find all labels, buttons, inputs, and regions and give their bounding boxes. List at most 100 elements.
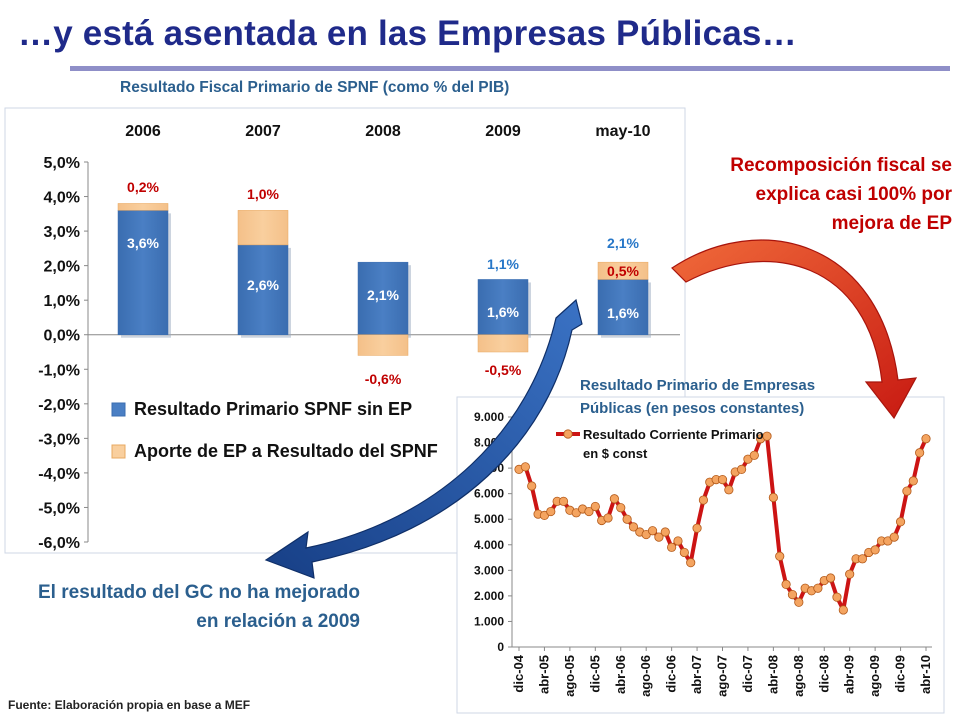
data-point <box>889 532 899 542</box>
y-tick-label: 3,0% <box>44 224 80 241</box>
x-tick-label: ago-06 <box>638 655 653 697</box>
data-point <box>762 431 772 441</box>
x-tick-label: abr-10 <box>918 655 933 694</box>
data-point <box>794 597 804 607</box>
y-tick-label: 4,0% <box>44 190 80 207</box>
bar-sin-ep-label: 3,6% <box>127 235 159 251</box>
y-tick-label: 7.000 <box>474 461 504 475</box>
data-point <box>787 590 798 600</box>
line-chart: 0 1.000 2.000 3.000 4.000 5.000 6.000 7.000 8.00… <box>456 396 945 714</box>
note-ep-recomposition: Recomposición fiscal se explica casi 100… <box>730 155 952 234</box>
x-tick-label: dic-07 <box>740 655 755 693</box>
bar-ep-label: 1,0% <box>247 186 279 202</box>
data-point <box>616 503 626 513</box>
bar-ep-label: -0,5% <box>485 362 522 378</box>
bar-sin-ep <box>117 210 169 335</box>
x-tick-label: dic-08 <box>816 655 831 693</box>
data-point <box>870 545 880 555</box>
data-point <box>832 592 842 602</box>
data-point <box>908 476 918 486</box>
y-tick-label: 4.000 <box>474 538 504 552</box>
category-label: 2007 <box>245 123 281 140</box>
y-tick-label: -4,0% <box>38 466 80 483</box>
y-tick-label: 9.000 <box>474 410 504 424</box>
data-point <box>673 536 683 546</box>
x-tick-label: dic-05 <box>587 655 602 693</box>
line-chart-title: Resultado Primario de Empresas Públicas … <box>580 374 880 420</box>
bar-ep <box>117 203 169 211</box>
data-point <box>736 464 747 474</box>
slide-title: …y está asentada en las Empresas Pública… <box>18 14 797 53</box>
legend-label: Resultado Primario SPNF sin EP <box>134 399 412 419</box>
bar-total-label: 2,1% <box>607 235 639 251</box>
data-point <box>717 475 728 485</box>
x-tick-label: ago-08 <box>791 655 806 697</box>
data-point <box>921 434 931 444</box>
category-label: 2006 <box>125 123 161 140</box>
bar-ep-label: -0,6% <box>365 371 402 387</box>
data-point <box>609 494 619 504</box>
data-point <box>584 506 594 517</box>
data-point <box>724 485 734 495</box>
category-label: may-10 <box>595 123 650 140</box>
data-point <box>686 558 696 568</box>
source-footer: Fuente: Elaboración propia en base a MEF <box>8 698 251 712</box>
x-tick-label: abr-05 <box>536 655 551 694</box>
category-label: 2008 <box>365 123 401 140</box>
x-tick-label: ago-07 <box>715 655 730 697</box>
x-tick-label: ago-09 <box>867 655 882 697</box>
bar-sin-ep-label: 1,6% <box>607 305 639 321</box>
data-point <box>838 605 848 615</box>
y-tick-label: -1,0% <box>38 362 80 379</box>
data-point <box>857 554 868 564</box>
y-tick-label: 2,0% <box>44 259 80 276</box>
data-point <box>775 551 785 561</box>
x-tick-label: dic-06 <box>664 655 679 693</box>
data-point <box>520 462 530 472</box>
data-point <box>915 448 925 458</box>
data-point <box>546 506 556 517</box>
bar-total-label: 1,1% <box>487 256 519 272</box>
x-tick-label: ago-05 <box>562 655 577 697</box>
data-point <box>558 496 569 506</box>
bar-chart-title: Resultado Fiscal Primario de SPNF (como … <box>120 79 510 96</box>
y-tick-label: 2.000 <box>474 589 504 603</box>
bar-ep <box>597 261 649 280</box>
y-tick-label: -2,0% <box>38 397 80 414</box>
bar-sin-ep-label: 1,6% <box>487 304 519 320</box>
data-point <box>679 547 689 558</box>
data-point <box>749 450 759 460</box>
y-tick-label: 8.000 <box>474 436 504 450</box>
bar-sin-ep-label: 2,1% <box>367 287 399 303</box>
bar-ep-label: 0,5% <box>607 263 639 279</box>
y-tick-label: 5,0% <box>44 155 80 172</box>
y-tick-label: 0,0% <box>44 328 80 345</box>
bar-ep <box>477 334 529 353</box>
legend-swatch <box>111 444 126 459</box>
data-point <box>845 569 855 579</box>
data-point <box>622 514 632 524</box>
x-tick-label: abr-07 <box>689 655 704 694</box>
data-point <box>590 501 600 512</box>
category-label: 2009 <box>485 123 521 140</box>
legend-label: Aporte de EP a Resultado del SPNF <box>134 441 438 461</box>
data-point <box>813 583 823 593</box>
x-tick-label: dic-09 <box>893 655 908 693</box>
y-tick-label: 1.000 <box>474 614 504 628</box>
x-tick-label: abr-08 <box>765 655 780 694</box>
data-point <box>781 579 791 589</box>
y-tick-label: 5.000 <box>474 512 504 526</box>
data-point <box>647 526 658 536</box>
legend-label: Resultado Corriente Primario <box>583 427 764 442</box>
legend-label: en $ const <box>583 446 648 461</box>
data-point <box>527 481 537 491</box>
data-point <box>895 517 906 527</box>
data-point <box>902 486 912 496</box>
data-point <box>826 573 836 583</box>
y-tick-label: 6.000 <box>474 487 504 501</box>
bar-ep <box>357 334 409 356</box>
x-tick-label: abr-09 <box>842 655 857 694</box>
y-tick-label: -6,0% <box>38 535 80 552</box>
x-tick-label: dic-04 <box>511 654 526 692</box>
data-point <box>628 522 639 532</box>
